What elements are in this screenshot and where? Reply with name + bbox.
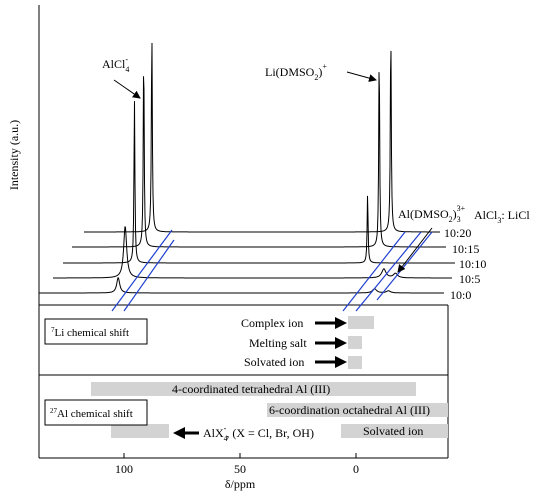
- li-panel-title: 7Li chemical shift: [51, 326, 129, 339]
- ratio-labels: 10:20 10:15 10:10 10:5 10:0: [444, 226, 486, 302]
- bar-tetrahedral: [91, 382, 416, 396]
- guide-line-li-c: [376, 231, 433, 301]
- ratio-legend-title: AlCl3: LiCl: [474, 208, 530, 225]
- spectrum-10-10: [63, 101, 455, 264]
- annotation-li-dmso2: Li(DMSO2)+: [265, 62, 327, 82]
- li-arrows: [315, 317, 347, 368]
- guide-lines: [111, 229, 433, 312]
- guide-line-alcl4-a: [111, 229, 173, 312]
- spectrum-10-0: [39, 277, 444, 294]
- al-tetrahedral-label: 4-coordinated tetrahedral Al (III): [172, 382, 330, 396]
- ratio-label-10-15: 10:15: [452, 242, 479, 256]
- guide-line-alcl4-b: [123, 239, 175, 312]
- al-shift-panel: 4-coordinated tetrahedral Al (III) 6-coo…: [44, 382, 430, 443]
- x-tick-label-0: 0: [353, 462, 359, 476]
- bar-complex-ion: [348, 316, 374, 329]
- guide-line-li-b: [355, 231, 422, 312]
- alx4-label: AlX4-, (X = Cl, Br, OH): [203, 424, 314, 443]
- al-octahedral-label: 6-coordination octahedral Al (III): [269, 403, 430, 417]
- spectrum-10-5: [53, 226, 452, 279]
- spectrum-10-15: [72, 72, 446, 248]
- shift-range-bars: [91, 316, 448, 438]
- li-row-solvated-ion: Solvated ion: [244, 355, 304, 369]
- guide-line-li-a: [342, 231, 406, 312]
- annotation-al-dmso2-3: Al(DMSO2)33+: [398, 204, 466, 224]
- x-tick-label-50: 50: [234, 462, 246, 476]
- li-row-complex-ion: Complex ion: [241, 316, 303, 330]
- bar-solvated-ion-al: [341, 424, 448, 438]
- ratio-label-10-20: 10:20: [444, 226, 471, 240]
- x-axis: 100 50 0 δ/ppm: [115, 453, 359, 491]
- ratio-label-10-5: 10:5: [459, 272, 480, 286]
- annotation-alcl4: AlCl4-: [102, 55, 129, 74]
- bar-alx4: [111, 424, 169, 438]
- al-panel-title: 27Al chemical shift: [50, 407, 133, 420]
- bar-melting-salt: [348, 336, 362, 349]
- y-axis-label: Intensity (a.u.): [7, 120, 21, 190]
- spectrum-10-20: [84, 42, 440, 233]
- spectra-group: [39, 42, 455, 294]
- bar-solvated-ion-li: [348, 356, 362, 369]
- ratio-label-10-10: 10:10: [459, 257, 486, 271]
- peak-annotations: AlCl4- Li(DMSO2)+ Al(DMSO2)33+ AlCl3: Li…: [102, 55, 530, 273]
- bar-octahedral: [267, 403, 448, 417]
- panel-separators: [39, 304, 448, 376]
- li-shift-panel: 7Li chemical shift Complex ion Melting s…: [44, 316, 347, 369]
- ratio-label-10-0: 10:0: [450, 288, 471, 302]
- al-solvated-ion-label: Solvated ion: [363, 424, 423, 438]
- x-tick-label-100: 100: [115, 462, 133, 476]
- x-axis-label: δ/ppm: [225, 477, 256, 491]
- li-row-melting-salt: Melting salt: [249, 336, 307, 350]
- alx4-arrow: [173, 427, 199, 439]
